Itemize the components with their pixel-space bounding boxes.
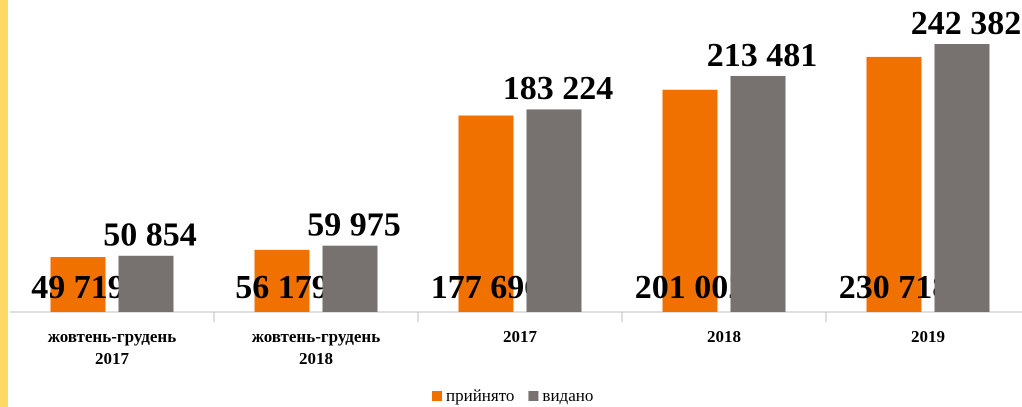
bar <box>730 75 786 312</box>
legend-label: видано <box>542 386 593 405</box>
bar <box>458 115 514 313</box>
value-label: 177 696 <box>431 269 542 306</box>
x-tick-label: 2018 <box>707 327 741 346</box>
value-label: 230 718 <box>839 269 950 306</box>
bar <box>50 257 106 312</box>
legend-swatch <box>432 391 442 401</box>
value-label: 50 854 <box>103 217 197 254</box>
bar <box>662 89 718 312</box>
bar <box>934 44 990 312</box>
bar <box>866 56 922 312</box>
value-label: 242 382 <box>911 5 1022 42</box>
bar <box>526 109 582 312</box>
x-tick-label: 2019 <box>911 327 945 346</box>
value-label: 183 224 <box>503 70 614 107</box>
legend-label: прийнято <box>446 386 514 405</box>
bar <box>254 249 310 312</box>
value-label: 56 179 <box>235 269 329 306</box>
value-label: 213 481 <box>707 37 818 74</box>
x-tick-label: жовтень-грудень 2017 <box>48 327 176 368</box>
bar <box>322 245 378 312</box>
legend-swatch <box>528 391 539 401</box>
value-label: 201 002 <box>635 269 746 306</box>
bar <box>118 255 174 312</box>
value-label: 59 975 <box>307 206 401 243</box>
value-label: 49 719 <box>31 269 125 306</box>
x-tick-label: жовтень-грудень 2018 <box>252 327 380 368</box>
side-stripe <box>0 0 8 407</box>
x-tick-label: 2017 <box>503 327 538 346</box>
